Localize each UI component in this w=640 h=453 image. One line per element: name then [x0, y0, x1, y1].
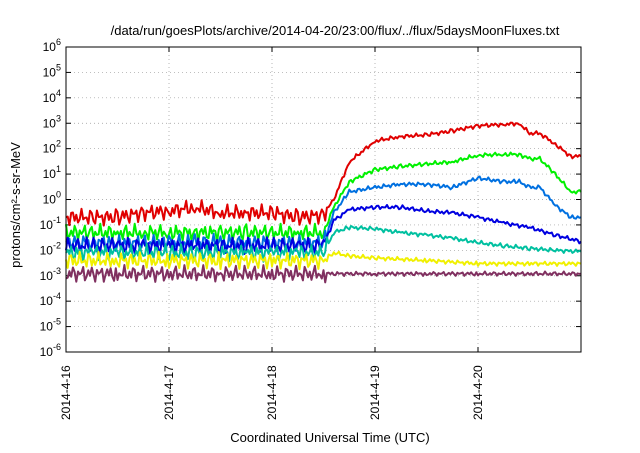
y-tick-label: 10-6 — [40, 342, 61, 359]
y-tick-label: 103 — [43, 113, 61, 130]
series-line-1 — [65, 121, 582, 227]
y-tick-label: 10-3 — [40, 266, 61, 283]
series-line-5 — [65, 225, 582, 263]
y-tick-label: 104 — [43, 88, 61, 105]
y-tick-label: 10-4 — [40, 291, 61, 308]
y-tick-label: 10-2 — [40, 240, 61, 257]
chart-title: /data/run/goesPlots/archive/2014-04-20/2… — [111, 23, 560, 38]
x-tick-labels: 2014-4-16 2014-4-17 2014-4-18 2014-4-19 2014… — [59, 365, 485, 420]
x-tick-label: 2014-4-18 — [265, 365, 279, 420]
plot-frame — [65, 46, 582, 353]
y-tick-labels: 106 105 104 103 102 101 100 10-1 10-2 10-3 10-4 10-… — [40, 37, 61, 359]
y-axis-label: protons/cm²-s-sr-MeV — [8, 142, 23, 268]
y-tick-label: 105 — [43, 62, 61, 79]
y-tick-label: 101 — [43, 164, 61, 181]
x-axis-label: Coordinated Universal Time (UTC) — [230, 430, 429, 445]
x-tick-label: 2014-4-20 — [471, 365, 485, 420]
series-line-7 — [65, 264, 582, 284]
x-tick-label: 2014-4-17 — [162, 365, 176, 420]
series-line-6 — [65, 250, 582, 271]
series-line-4 — [65, 204, 582, 256]
y-tick-label: 106 — [43, 37, 61, 54]
x-tick-label: 2014-4-16 — [59, 365, 73, 420]
y-tick-label: 10-5 — [40, 317, 61, 334]
grid-lines — [65, 46, 581, 353]
y-tick-label: 100 — [43, 190, 61, 207]
y-tick-label: 10-1 — [40, 215, 61, 232]
y-tick-label: 102 — [43, 139, 61, 156]
series-lines — [65, 121, 582, 284]
x-tick-label: 2014-4-19 — [368, 365, 382, 420]
